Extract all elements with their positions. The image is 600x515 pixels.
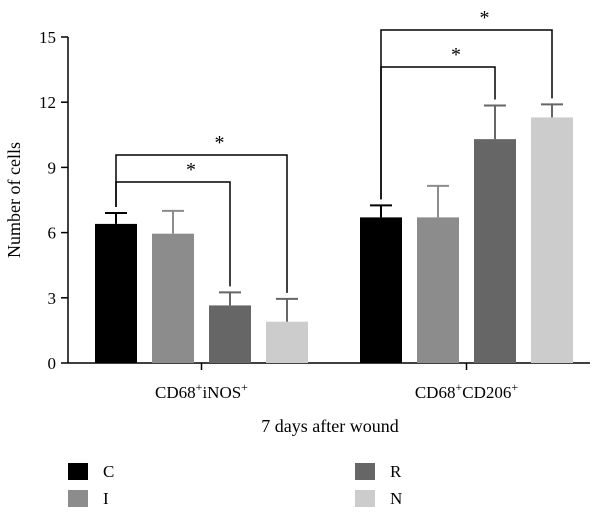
significance-star: * [480, 7, 490, 29]
x-tick-label: CD68+CD206+ [415, 380, 519, 402]
bar [152, 233, 194, 363]
bar [95, 223, 137, 363]
bar [360, 217, 402, 363]
bar [417, 217, 459, 363]
legend-swatch [68, 490, 88, 507]
legend-swatch [355, 463, 375, 480]
y-tick-label: 3 [48, 289, 57, 308]
significance-bracket [380, 29, 553, 200]
legend-label: I [103, 489, 109, 508]
significance-star: * [215, 132, 225, 154]
significance-bracket [115, 154, 288, 293]
axis-labels: CD68+iNOS+ CD68+CD206+ 7 days after wound N… [4, 142, 518, 436]
x-axis-title: 7 days after wound [261, 416, 398, 436]
legend-label: N [390, 489, 402, 508]
legend-label: C [103, 462, 114, 481]
legend-swatch [68, 463, 88, 480]
bar [531, 117, 573, 363]
y-tick-label: 15 [39, 28, 56, 47]
y-tick-label: 12 [39, 93, 56, 112]
legend-swatch [355, 490, 375, 507]
x-tick-label: CD68+iNOS+ [155, 380, 248, 402]
significance-brackets: * * * * [115, 7, 553, 293]
y-tick-label: 0 [48, 354, 57, 373]
y-tick-label: 9 [48, 158, 57, 177]
y-tick-label: 6 [48, 224, 57, 243]
legend: CI RN [68, 462, 402, 508]
significance-star: * [451, 44, 461, 66]
bar [209, 305, 251, 363]
significance-star: * [186, 159, 196, 181]
bar [266, 321, 308, 363]
y-axis-title: Number of cells [4, 142, 24, 258]
legend-label: R [390, 462, 402, 481]
bar [474, 139, 516, 363]
bars [95, 103, 573, 363]
